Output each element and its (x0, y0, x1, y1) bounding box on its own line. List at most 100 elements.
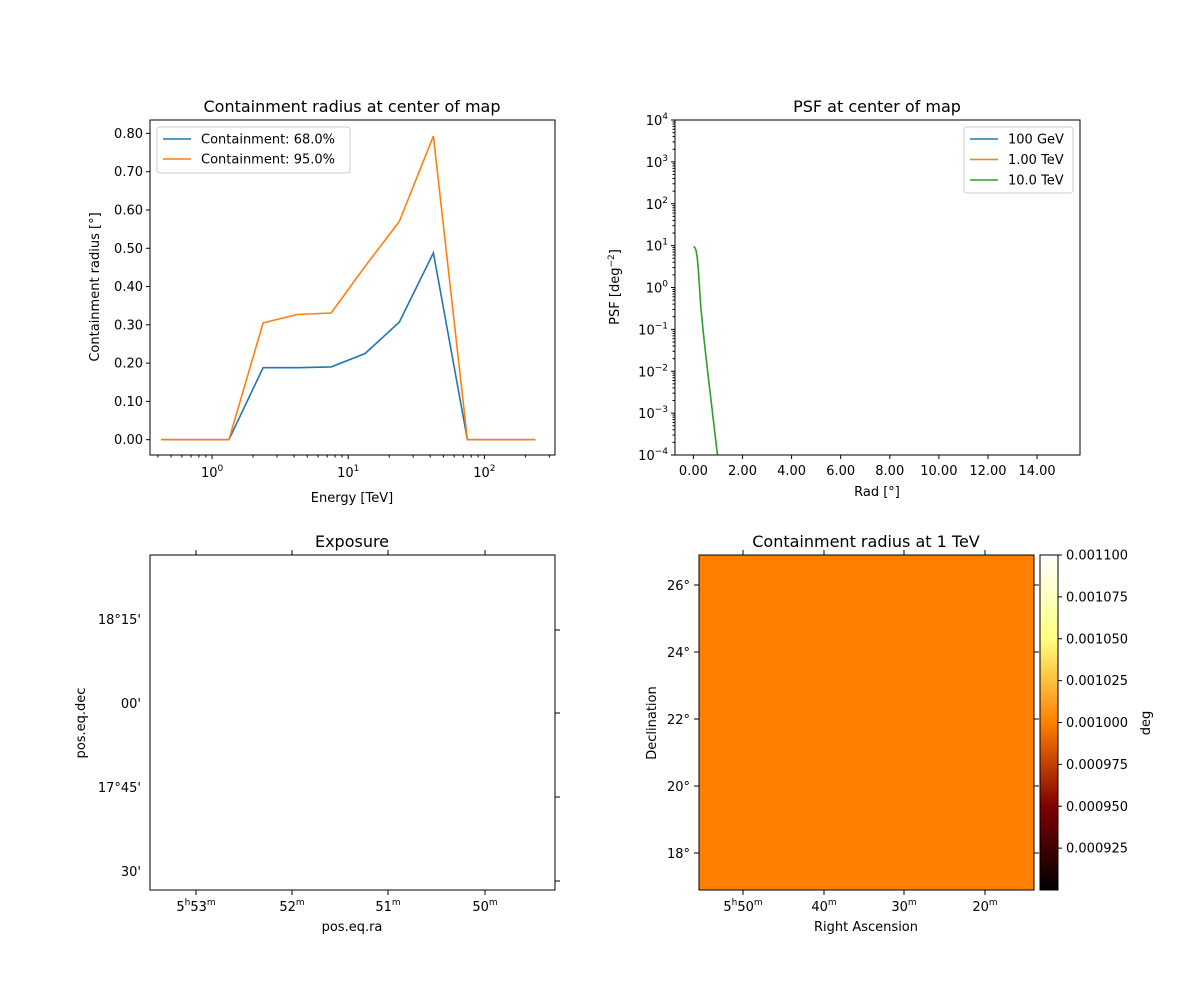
panel-psf-center: PSF at center of map 0.00 2.00 4.00 6.00 8.0… (607, 97, 1081, 500)
panel4-axes-frame (698, 554, 1035, 891)
panel1-ytick-label: 0.70 (114, 165, 143, 180)
panel2-legend-entry-2: 10.0 TeV (1008, 174, 1064, 189)
panel1-axes-frame (149, 119, 556, 456)
panel4-xtick-label: 40m (811, 898, 836, 915)
panel2-xtick-label: 0.00 (679, 464, 708, 479)
panel1-legend-entry-1: Containment: 95.0% (201, 153, 335, 168)
panel2-xtick-label: 2.00 (728, 464, 757, 479)
panel4-xlabel: Right Ascension (814, 920, 918, 935)
panel1-ytick-label: 0.00 (114, 433, 143, 448)
panel1-legend-box (156, 126, 351, 174)
panel2-axes-frame (674, 119, 1081, 456)
colorbar-tick-label: 0.001100 (1066, 549, 1128, 564)
panel2-series-line-2 (693, 245, 719, 455)
panel1-ytick-label: 0.20 (114, 357, 143, 372)
panel-containment-center: Containment radius at center of map 0.00… (88, 97, 556, 506)
panel2-legend: 100 GeV 1.00 TeV 10.0 TeV (963, 126, 1074, 194)
panel2-ticks: 0.00 2.00 4.00 6.00 8.00 10.00 12.00 14.00 10−4 1… (638, 112, 1055, 479)
panel3-image (150, 555, 555, 890)
panel2-ylabel-end: ] (608, 249, 623, 254)
panel2-legend-entry-0: 100 GeV (1008, 133, 1064, 148)
panel2-ylabel-base: PSF [deg (608, 268, 623, 325)
panel2-legend-entry-1: 1.00 TeV (1008, 153, 1064, 168)
panel3-ytick-label: 18°15' (98, 613, 141, 628)
panel4-ytick-label: 24° (667, 646, 690, 661)
panel-containment-1tev: Containment radius at 1 TeV 5h50m 40m 30m 2… (645, 532, 1154, 935)
panel1-legend: Containment: 68.0% Containment: 95.0% (156, 126, 351, 174)
colorbar-tick-label: 0.000975 (1066, 758, 1128, 773)
colorbar-ticks: 0.001100 0.001075 0.001050 0.001025 0.001000… (1058, 549, 1128, 857)
panel2-legend-box (963, 126, 1074, 194)
panel2-xlabel: Rad [°] (854, 485, 900, 500)
panel-exposure: Exposure 5h53m 52m 51m 50m 18°15' 00' 17°45' 30… (74, 532, 560, 935)
colorbar (1040, 555, 1058, 890)
panel2-xtick-label: 14.00 (1018, 464, 1055, 479)
panel2-ytick-label: 10−2 (638, 363, 668, 380)
panel4-ylabel: Declination (645, 686, 660, 760)
panel4-xtick-label: 5h50m (723, 898, 762, 915)
panel2-xtick-label: 6.00 (826, 464, 855, 479)
panel4-xtick-label: 20m (972, 898, 997, 915)
panel1-ylabel: Containment radius [°] (88, 212, 103, 361)
panel1-legend-entry-0: Containment: 68.0% (201, 133, 335, 148)
panel1-series-line-0 (161, 250, 536, 441)
panel1-ytick-label: 0.10 (114, 395, 143, 410)
panel2-ylabel: PSF [deg−2] (607, 249, 623, 325)
panel1-xlabel: Energy [TeV] (311, 491, 393, 506)
panel1-ytick-label: 0.80 (114, 127, 143, 142)
colorbar-tick-label: 0.001025 (1066, 674, 1128, 689)
panel1-title: Containment radius at center of map (203, 97, 500, 116)
panel4-title: Containment radius at 1 TeV (752, 532, 980, 551)
panel3-ytick-label: 00' (121, 697, 141, 712)
panel4-ytick-label: 18° (667, 847, 690, 862)
panel2-plot-area (693, 245, 719, 455)
panel3-xtick-label: 52m (279, 898, 304, 915)
panel4-image (699, 555, 1034, 890)
panel2-ylabel-sup: −2 (607, 254, 617, 267)
panel2-xtick-label: 12.00 (969, 464, 1006, 479)
panel3-ticks: 5h53m 52m 51m 50m 18°15' 00' 17°45' 30' (98, 550, 560, 915)
panel2-xtick-label: 8.00 (875, 464, 904, 479)
panel3-xtick-label: 51m (375, 898, 400, 915)
panel2-ytick-label: 101 (646, 238, 668, 255)
panel4-ytick-label: 26° (667, 579, 690, 594)
colorbar-tick-label: 0.001050 (1066, 632, 1128, 647)
panel4-xtick-label: 30m (891, 898, 916, 915)
panel2-title: PSF at center of map (793, 97, 961, 116)
panel4-ytick-label: 22° (667, 713, 690, 728)
panel1-xtick-label: 102 (473, 464, 495, 481)
panel3-title: Exposure (315, 532, 389, 551)
panel3-axes-frame (149, 554, 556, 891)
panel2-ytick-label: 10−4 (638, 447, 668, 464)
panel3-xtick-label: 50m (472, 898, 497, 915)
colorbar-tick-label: 0.000950 (1066, 800, 1128, 815)
colorbar-tick-label: 0.001000 (1066, 716, 1128, 731)
panel4-ytick-label: 20° (667, 780, 690, 795)
colorbar-tick-label: 0.000925 (1066, 842, 1128, 857)
panel3-xtick-label: 5h53m (176, 898, 215, 915)
panel1-ytick-label: 0.40 (114, 280, 143, 295)
panel1-xtick-label: 101 (337, 464, 359, 481)
panel2-ytick-label: 100 (646, 280, 669, 297)
panel1-ticks: 0.00 0.10 0.20 0.30 0.40 0.50 0.60 0.70 0.80 100 1… (114, 127, 550, 481)
panel1-plot-area (161, 135, 536, 441)
panel1-ytick-label: 0.60 (114, 203, 143, 218)
panel3-xlabel: pos.eq.ra (322, 920, 383, 935)
panel3-ylabel: pos.eq.dec (74, 688, 89, 759)
colorbar-label: deg (1139, 711, 1154, 736)
panel2-ytick-label: 10−1 (638, 321, 668, 338)
panel2-ytick-label: 102 (646, 196, 668, 213)
panel1-xtick-label: 100 (201, 464, 224, 481)
panel2-ytick-label: 103 (646, 154, 668, 171)
panel1-series-line-1 (161, 135, 536, 441)
panel2-xtick-label: 10.00 (920, 464, 957, 479)
panel3-ytick-label: 30' (121, 865, 141, 880)
panel2-ytick-label: 10−3 (638, 405, 668, 422)
panel1-ytick-label: 0.50 (114, 242, 143, 257)
panel3-ytick-label: 17°45' (98, 781, 141, 796)
colorbar-tick-label: 0.001075 (1066, 590, 1128, 605)
panel1-ytick-label: 0.30 (114, 318, 143, 333)
panel4-ticks: 5h50m 40m 30m 20m 26° 24° 22° 20° 18° (667, 550, 1039, 915)
panel2-ytick-label: 104 (646, 112, 669, 129)
